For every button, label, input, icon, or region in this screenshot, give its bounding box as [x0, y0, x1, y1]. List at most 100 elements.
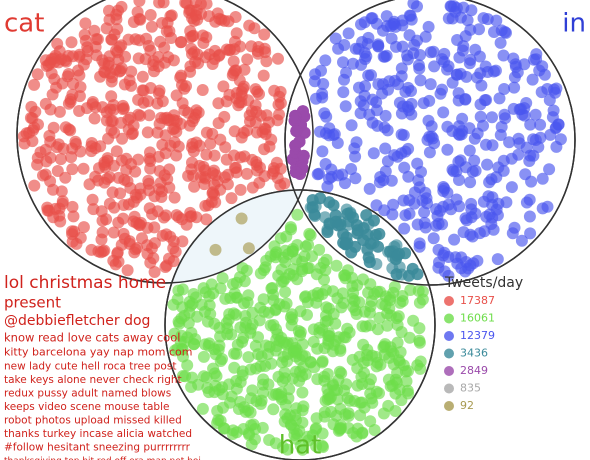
dot [289, 139, 302, 152]
dot [358, 305, 371, 318]
dot [466, 230, 479, 243]
dot [263, 140, 276, 153]
dot [156, 229, 169, 242]
dot [249, 116, 262, 129]
dot [47, 183, 59, 196]
dot [229, 11, 242, 23]
dot [26, 135, 39, 148]
dot [389, 20, 402, 33]
dot [114, 64, 127, 77]
legend-swatch [444, 348, 454, 359]
dot [112, 53, 125, 66]
dot [246, 181, 259, 194]
dot [457, 40, 470, 53]
dot [118, 173, 131, 186]
dot [171, 342, 184, 355]
dot [279, 256, 292, 268]
dot [370, 385, 383, 398]
dot [379, 109, 392, 122]
dot [250, 159, 263, 171]
dot [339, 100, 352, 113]
dot [54, 153, 67, 166]
dot [121, 264, 134, 277]
dot [227, 424, 240, 437]
dot [391, 336, 404, 349]
dot [367, 147, 380, 160]
dot [393, 248, 406, 260]
dot [246, 384, 259, 397]
dot [321, 180, 334, 193]
dot [466, 165, 479, 178]
dot [232, 99, 245, 112]
dot [363, 182, 376, 195]
dot [317, 78, 330, 90]
dot [209, 243, 222, 256]
dot [86, 193, 99, 206]
dot [381, 124, 394, 137]
dot [516, 108, 529, 121]
dot [387, 198, 400, 211]
dot [383, 351, 396, 364]
dot [60, 55, 73, 68]
dot [238, 297, 250, 310]
dot [64, 95, 77, 108]
dot [294, 329, 307, 342]
dot [296, 263, 309, 275]
dot [488, 26, 500, 38]
legend-value: 2849 [460, 364, 488, 377]
dot [408, 39, 421, 51]
dot [181, 331, 194, 344]
dot [212, 414, 225, 426]
dot [207, 362, 220, 375]
dot [62, 123, 75, 136]
dot [242, 242, 255, 255]
dot [160, 259, 173, 272]
dot [307, 335, 320, 348]
dot [407, 314, 420, 327]
dot [340, 66, 353, 79]
dot [108, 126, 121, 139]
dot [513, 137, 526, 150]
legend-swatch [444, 383, 454, 394]
dot [524, 227, 537, 240]
legend-value: 92 [460, 399, 474, 412]
dot [379, 165, 392, 178]
dot [405, 13, 418, 26]
dot [414, 74, 427, 87]
legend-swatch [444, 313, 454, 324]
dot [384, 309, 397, 322]
dot [53, 202, 66, 215]
dot [144, 162, 157, 175]
dot [486, 111, 498, 124]
dot [196, 84, 209, 96]
set-outline [16, 0, 314, 284]
dot [337, 56, 349, 69]
dot [31, 68, 44, 81]
dot [422, 20, 435, 33]
dot [221, 328, 234, 341]
dot [132, 52, 145, 65]
dot [127, 195, 140, 208]
dot [272, 52, 284, 65]
dot [402, 170, 415, 183]
dot [506, 227, 519, 240]
set-label: hat [279, 431, 322, 460]
dot [421, 134, 434, 146]
word-cloud-line: redux pussy adult named blows [4, 388, 171, 400]
dot [236, 262, 249, 275]
dot [371, 356, 384, 369]
dot [77, 221, 90, 234]
dot [381, 319, 394, 332]
dot [316, 145, 329, 158]
dot [269, 251, 282, 264]
dot [364, 237, 377, 250]
dot [235, 89, 248, 102]
dot [142, 174, 155, 187]
dot [483, 208, 496, 221]
dot [398, 161, 411, 174]
word-cloud-line: new lady cute hell roca tree post [4, 361, 176, 373]
dot [199, 305, 211, 318]
dot [29, 105, 42, 118]
dot [257, 69, 270, 82]
